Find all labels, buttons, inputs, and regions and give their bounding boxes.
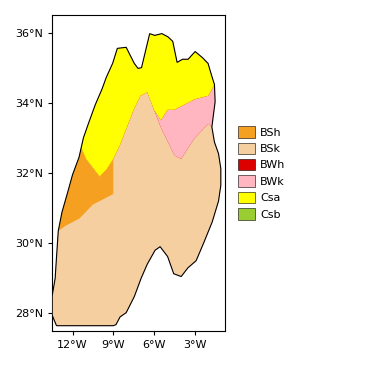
PathPatch shape xyxy=(52,92,221,326)
PathPatch shape xyxy=(52,15,214,231)
Legend: BSh, BSk, BWh, BWk, Csa, Csb: BSh, BSk, BWh, BWk, Csa, Csb xyxy=(234,122,290,224)
PathPatch shape xyxy=(147,85,215,159)
PathPatch shape xyxy=(195,15,215,85)
PathPatch shape xyxy=(52,117,113,315)
PathPatch shape xyxy=(52,34,221,326)
